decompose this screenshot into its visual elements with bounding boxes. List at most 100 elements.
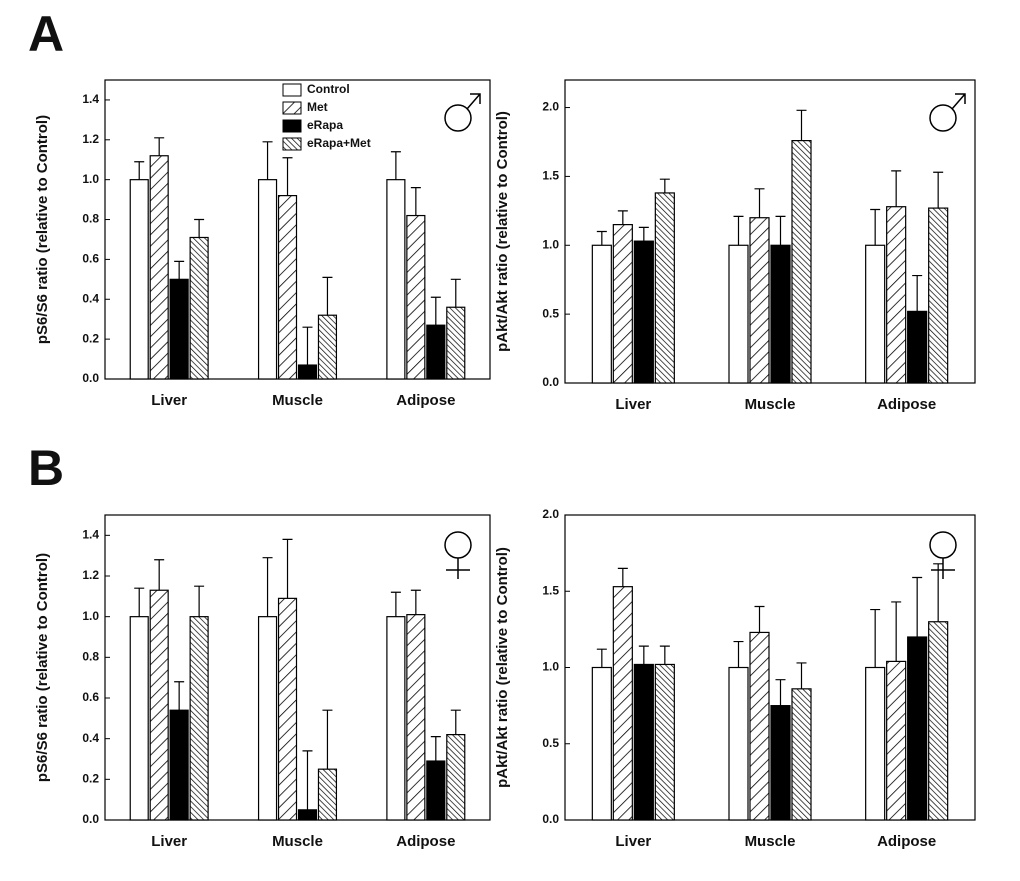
bar <box>317 314 338 380</box>
y-tick-label: 0.8 <box>82 650 99 664</box>
sex-circle <box>929 104 957 132</box>
bar <box>633 240 654 384</box>
y-tick-label: 1.0 <box>82 172 99 186</box>
x-tick-label: Adipose <box>877 396 936 413</box>
bar <box>728 666 749 821</box>
bar <box>386 616 406 821</box>
x-tick-label: Liver <box>615 396 651 413</box>
y-tick-label: 0.0 <box>82 812 99 826</box>
bar <box>149 155 169 380</box>
error-bar <box>430 736 441 762</box>
bar <box>591 244 612 384</box>
x-tick-label: Liver <box>151 833 187 850</box>
bar <box>257 179 278 380</box>
bar <box>129 179 149 380</box>
legend-label: Control <box>307 82 350 96</box>
error-bar <box>194 585 205 617</box>
legend-label: Met <box>307 100 328 114</box>
error-bar <box>659 178 670 193</box>
sex-symbol <box>444 531 472 579</box>
error-bar <box>912 274 923 312</box>
error-bar <box>933 563 944 622</box>
bar <box>728 244 749 384</box>
error-bar <box>282 157 293 196</box>
bar <box>907 310 928 384</box>
error-bar <box>796 109 807 141</box>
bar <box>149 589 169 821</box>
y-tick-label: 0.5 <box>542 306 559 320</box>
bar <box>633 663 654 821</box>
error-bar <box>775 679 786 706</box>
y-axis-label: pS6/S6 ratio (relative to Control) <box>34 553 51 782</box>
sex-cross <box>446 558 470 579</box>
x-tick-label: Muscle <box>272 392 323 409</box>
bar <box>386 179 406 380</box>
error-bar <box>933 171 944 209</box>
bar <box>865 666 886 821</box>
y-tick-label: 1.0 <box>542 237 559 251</box>
plot-frame <box>104 514 491 821</box>
bar <box>297 809 318 821</box>
error-bar <box>596 648 607 668</box>
y-tick-label: 0.4 <box>82 291 99 305</box>
error-bar <box>733 215 744 246</box>
error-bar <box>638 645 649 665</box>
sex-arrow <box>951 93 966 110</box>
x-tick-label: Liver <box>615 833 651 850</box>
bar <box>277 195 298 380</box>
error-bar <box>134 161 145 180</box>
error-bar <box>430 296 441 326</box>
error-bar <box>450 278 461 308</box>
bar <box>770 705 791 821</box>
y-tick-label: 0.2 <box>82 772 99 786</box>
bar <box>928 207 949 384</box>
bar <box>791 140 812 384</box>
bar <box>791 688 812 821</box>
y-tick-label: 1.4 <box>82 92 99 106</box>
bar <box>612 224 633 384</box>
bar <box>189 236 209 380</box>
error-bar <box>322 709 333 770</box>
sex-circle <box>929 531 957 559</box>
error-bar <box>617 567 628 587</box>
error-bar <box>596 230 607 246</box>
x-tick-label: Liver <box>151 392 187 409</box>
error-bar <box>891 601 902 662</box>
error-bar <box>154 137 165 156</box>
x-tick-label: Muscle <box>745 396 796 413</box>
error-bar <box>154 559 165 591</box>
y-tick-label: 0.6 <box>82 690 99 704</box>
legend-label: eRapa+Met <box>307 136 371 150</box>
y-tick-label: 1.5 <box>542 583 559 597</box>
error-bar <box>134 587 145 617</box>
y-tick-label: 0.5 <box>542 736 559 750</box>
bar <box>189 616 209 821</box>
error-bar <box>891 170 902 207</box>
error-bar <box>754 188 765 218</box>
bar <box>317 768 338 821</box>
bar <box>749 217 770 384</box>
sex-circle <box>444 531 472 559</box>
error-bar <box>302 750 313 810</box>
bar <box>169 709 189 821</box>
y-axis-label: pAkt/Akt ratio (relative to Control) <box>494 547 511 788</box>
plot-frame <box>104 79 491 380</box>
error-bar <box>194 218 205 238</box>
bar <box>654 192 675 384</box>
y-tick-label: 0.6 <box>82 252 99 266</box>
y-axis-label: pAkt/Akt ratio (relative to Control) <box>494 111 511 352</box>
y-axis-label: pS6/S6 ratio (relative to Control) <box>34 115 51 344</box>
bar <box>277 597 298 821</box>
error-bar <box>617 210 628 225</box>
x-tick-label: Adipose <box>396 833 455 850</box>
error-bar <box>302 326 313 366</box>
error-bar <box>870 608 881 668</box>
y-tick-label: 0.0 <box>542 375 559 389</box>
y-tick-label: 1.5 <box>542 169 559 183</box>
sex-symbol <box>444 93 481 132</box>
y-tick-label: 1.4 <box>82 528 99 542</box>
bar <box>749 631 770 821</box>
y-tick-label: 2.0 <box>542 507 559 521</box>
bar <box>770 244 791 384</box>
